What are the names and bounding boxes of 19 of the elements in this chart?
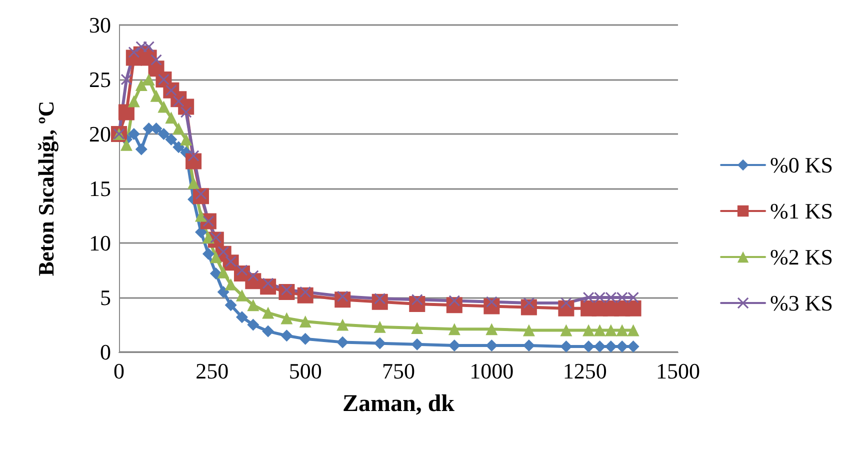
legend-label: %3 KS (770, 290, 834, 316)
x-tick-label: 1000 (470, 358, 514, 384)
y-tick-label: 30 (89, 12, 111, 38)
y-tick-label: 0 (100, 340, 111, 364)
y-axis-title: Beton Sıcaklığı, ºC (34, 100, 58, 276)
y-tick-label: 5 (100, 285, 111, 310)
y-tick-label: 20 (89, 122, 111, 146)
legend-label: %0 KS (770, 152, 834, 178)
y-tick-label: 10 (89, 230, 111, 256)
x-tick-label: 250 (196, 358, 229, 384)
x-tick-label: 1250 (562, 358, 607, 384)
x-tick-label: 500 (288, 358, 322, 384)
x-tick-label: 750 (382, 358, 415, 384)
x-tick-label: 1500 (656, 358, 700, 384)
y-tick-label: 15 (89, 176, 111, 201)
y-tick-label: 25 (89, 67, 111, 92)
legend-label: %1 KS (770, 198, 834, 224)
x-axis-title: Zaman, dk (342, 391, 456, 417)
legend-label: %2 KS (770, 244, 834, 270)
